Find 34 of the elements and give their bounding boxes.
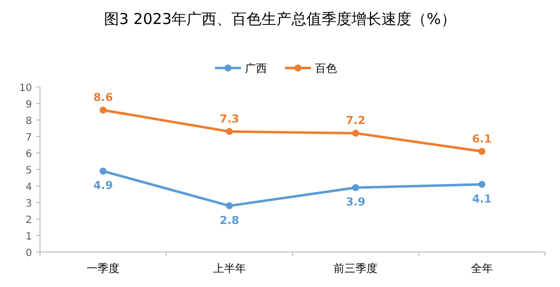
legend-label: 广西 (245, 62, 267, 75)
y-tick-label: 3 (26, 198, 32, 210)
data-label: 4.1 (472, 192, 492, 206)
x-tick-label: 全年 (470, 262, 493, 275)
y-tick-label: 10 (19, 83, 32, 94)
x-tick-label: 一季度 (86, 262, 120, 275)
point (352, 130, 360, 137)
y-tick-label: 0 (26, 248, 32, 259)
point (352, 184, 360, 192)
y-tick-label: 9 (26, 100, 32, 110)
y-tick-label: 8 (26, 116, 32, 127)
data-label: 4.9 (93, 179, 113, 192)
y-tick-label: 1 (26, 232, 32, 242)
y-tick-label: 6 (26, 149, 32, 160)
data-label: 2.8 (220, 214, 240, 227)
point (478, 148, 486, 155)
data-label: 8.6 (93, 91, 114, 104)
data-label: 6.1 (472, 132, 492, 146)
y-tick-label: 7 (26, 132, 32, 144)
data-label: 7.2 (346, 114, 366, 128)
point (478, 180, 486, 188)
data-label: 3.9 (346, 196, 366, 209)
y-tick-label: 5 (26, 166, 32, 176)
x-tick-label: 前三季度 (334, 262, 378, 275)
data-label: 7.3 (220, 112, 240, 126)
chart-title: 图3 2023年广西、百色生产总值季度增长速度（%） (104, 10, 456, 28)
point (226, 202, 233, 210)
y-tick-label: 4 (26, 182, 32, 193)
legend-label: 百色 (315, 62, 337, 75)
y-tick-label: 2 (26, 215, 32, 226)
point (100, 106, 107, 114)
x-tick-label: 上半年 (212, 262, 246, 275)
point (226, 128, 233, 136)
point (100, 168, 107, 175)
